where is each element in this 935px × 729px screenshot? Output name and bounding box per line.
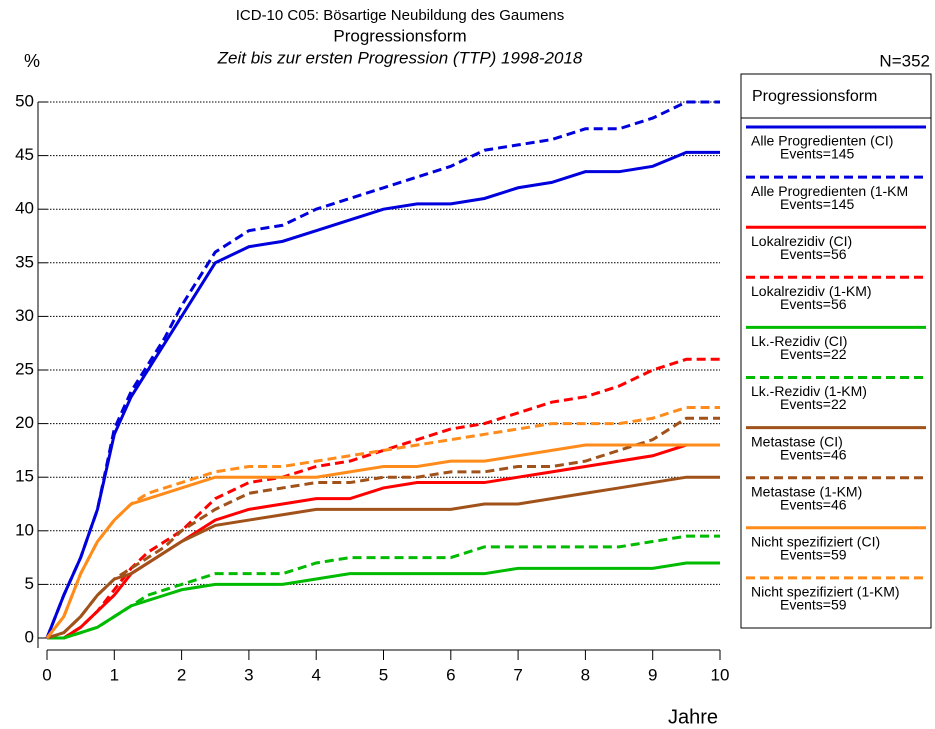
legend-label: Lokalrezidiv (1-KM) bbox=[751, 283, 872, 299]
n-label: N=352 bbox=[879, 51, 930, 70]
x-tick-label: 2 bbox=[177, 665, 186, 684]
legend-note: Events=22 bbox=[780, 396, 847, 412]
legend-note: Events=46 bbox=[780, 496, 847, 512]
legend-label: Metastase (CI) bbox=[751, 433, 843, 449]
y-tick-label: 0 bbox=[25, 627, 34, 646]
chart-subtitle: Zeit bis zur ersten Progression (TTP) 19… bbox=[217, 48, 583, 67]
x-tick-label: 6 bbox=[446, 665, 455, 684]
legend-label: Nicht spezifiziert (CI) bbox=[751, 534, 880, 550]
y-axis-label: % bbox=[24, 51, 40, 71]
series-line bbox=[47, 443, 720, 640]
legend-note: Events=59 bbox=[780, 547, 847, 563]
y-tick-label: 15 bbox=[15, 467, 34, 486]
series-line bbox=[45, 443, 720, 639]
legend-label: Lk.-Rezidiv (1-KM) bbox=[751, 383, 867, 399]
legend-note: Events=46 bbox=[780, 446, 847, 462]
x-tick-label: 7 bbox=[513, 665, 522, 684]
y-tick-label: 5 bbox=[25, 574, 34, 593]
y-tick-label: 20 bbox=[15, 413, 34, 432]
legend-label: Metastase (1-KM) bbox=[751, 483, 862, 499]
x-tick-label: 5 bbox=[379, 665, 388, 684]
chart-subtitle: Progressionsform bbox=[333, 26, 466, 45]
y-tick-label: 35 bbox=[15, 252, 34, 271]
legend-note: Events=145 bbox=[780, 196, 855, 212]
y-tick-label: 45 bbox=[15, 145, 34, 164]
legend-title: Progressionsform bbox=[752, 88, 877, 105]
x-tick-label: 10 bbox=[711, 665, 730, 684]
y-tick-label: 30 bbox=[15, 306, 34, 325]
y-tick-label: 25 bbox=[15, 359, 34, 378]
legend-note: Events=56 bbox=[780, 246, 847, 262]
x-axis-label: Jahre bbox=[668, 706, 718, 728]
y-tick-label: 40 bbox=[15, 199, 34, 218]
y-tick-label: 50 bbox=[15, 91, 34, 110]
series-line bbox=[47, 561, 720, 640]
y-tick-label: 10 bbox=[15, 520, 34, 539]
series-line bbox=[45, 150, 720, 639]
series-line bbox=[47, 357, 720, 640]
legend-label: Alle Progredienten (CI) bbox=[751, 133, 893, 149]
x-tick-label: 9 bbox=[648, 665, 657, 684]
x-tick-label: 8 bbox=[581, 665, 590, 684]
chart-title: ICD-10 C05: Bösartige Neubildung des Gau… bbox=[236, 7, 565, 24]
series-line bbox=[46, 416, 720, 640]
legend-label: Nicht spezifiziert (1-KM) bbox=[751, 584, 900, 600]
series-line bbox=[45, 406, 720, 639]
legend-label: Alle Progredienten (1-KM bbox=[751, 183, 908, 199]
series-line bbox=[47, 534, 720, 640]
legend-box bbox=[740, 73, 932, 629]
x-tick-label: 1 bbox=[110, 665, 119, 684]
legend-note: Events=56 bbox=[780, 296, 847, 312]
x-tick-label: 4 bbox=[311, 665, 320, 684]
series-line bbox=[45, 100, 720, 639]
legend-note: Events=59 bbox=[780, 597, 847, 613]
x-tick-label: 3 bbox=[244, 665, 253, 684]
x-tick-label: 0 bbox=[42, 665, 51, 684]
legend-label: Lokalrezidiv (CI) bbox=[751, 233, 852, 249]
legend-note: Events=145 bbox=[780, 146, 855, 162]
legend-note: Events=22 bbox=[780, 346, 847, 362]
legend-label: Lk.-Rezidiv (CI) bbox=[751, 333, 847, 349]
